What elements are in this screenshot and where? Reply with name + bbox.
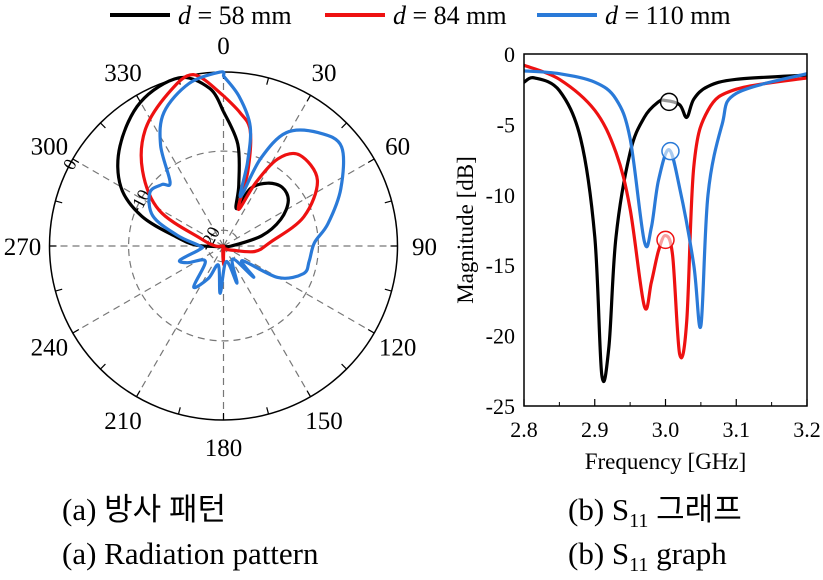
- legend-item-1: d = 84 mm: [325, 1, 507, 30]
- polar-spoke: [223, 158, 375, 247]
- legend-label: d = 58 mm: [178, 1, 292, 30]
- s11-marker-circle-0: [659, 92, 679, 112]
- polar-tick: [306, 390, 312, 397]
- polar-tick: [72, 158, 80, 164]
- legend: d = 58 mm d = 84 mm d = 110 mm: [110, 1, 731, 30]
- s11-y-tick-label: 0: [504, 42, 515, 67]
- polar-tick: [135, 390, 141, 397]
- polar-spoke: [223, 245, 375, 334]
- polar-tick: [384, 200, 392, 204]
- legend-label: d = 84 mm: [393, 1, 507, 30]
- s11-x-tick-label: 3.1: [723, 417, 751, 442]
- legend-item-2: d = 110 mm: [537, 1, 731, 30]
- polar-angle-label-0: 0: [217, 33, 230, 60]
- caption-b-english-sub: 11: [629, 554, 649, 577]
- legend-variable: d: [605, 1, 619, 30]
- polar-tick: [100, 363, 106, 370]
- polar-angle-label-30: 30: [312, 60, 337, 87]
- legend-label: d = 110 mm: [605, 1, 731, 30]
- caption-b-english-suffix: graph: [648, 536, 727, 571]
- s11-chart: 2.8 2.9 3.0 3.1 3.2 0 -5 -10 -15 -20 -25 Frequency …: [453, 42, 821, 474]
- caption-b-korean: (b) S11 그래프: [568, 484, 742, 533]
- polar-ring: [127, 150, 320, 342]
- polar-tick: [341, 363, 347, 370]
- polar-angle-label-180: 180: [205, 435, 243, 462]
- s11-x-axis-label: Frequency [GHz]: [585, 449, 747, 474]
- legend-value: = 58 mm: [191, 1, 292, 30]
- polar-angle-label-330: 330: [104, 60, 142, 87]
- s11-marker-circle-2: [656, 230, 675, 250]
- polar-tick: [135, 95, 141, 102]
- polar-spoke: [135, 245, 225, 397]
- polar-series-1: [139, 72, 320, 267]
- s11-y-tick-label: -5: [497, 112, 515, 137]
- s11-x-tick-label: 3.2: [793, 417, 821, 442]
- polar-angle-label-150: 150: [305, 408, 343, 435]
- polar-tick: [367, 158, 375, 164]
- polar-angle-label-120: 120: [379, 335, 417, 362]
- caption-a-korean: (a) 방사 패턴: [62, 492, 226, 527]
- polar-tick: [266, 407, 270, 415]
- legend-variable: d: [178, 1, 192, 30]
- s11-x-tick-label: 2.9: [581, 417, 609, 442]
- polar-tick: [266, 77, 270, 85]
- polar-tick: [367, 328, 375, 334]
- legend-value: = 84 mm: [406, 1, 507, 30]
- polar-tick: [72, 328, 80, 334]
- polar-radial-label: 0: [59, 156, 81, 173]
- polar-tick: [177, 407, 181, 415]
- polar-tick: [55, 288, 63, 292]
- s11-y-tick-label: -25: [486, 394, 515, 419]
- polar-tick: [55, 200, 63, 204]
- s11-series-0: [523, 73, 808, 384]
- polar-series-0: [116, 75, 290, 249]
- polar-tick: [100, 122, 106, 129]
- polar-series-2: [147, 70, 346, 295]
- caption-b-korean-prefix: (b) S: [568, 492, 630, 527]
- polar-angle-label-90: 90: [412, 234, 437, 261]
- legend-variable: d: [393, 1, 407, 30]
- polar-spoke: [222, 245, 312, 397]
- polar-tick: [306, 95, 312, 102]
- caption-b-english-prefix: (b) S: [568, 536, 630, 571]
- caption-b-korean-suffix: 그래프: [648, 492, 742, 527]
- s11-x-tick-label: 3.0: [652, 417, 680, 442]
- s11-marker-circle-1: [661, 141, 680, 161]
- polar-angle-label-300: 300: [31, 134, 69, 161]
- legend-item-0: d = 58 mm: [110, 1, 292, 30]
- caption-b-english: (b) S11 graph: [568, 536, 727, 577]
- s11-x-tick-label: 2.8: [510, 417, 538, 442]
- polar-angle-label-60: 60: [385, 134, 410, 161]
- polar-tick: [384, 288, 392, 292]
- polar-angle-label-270: 270: [4, 234, 42, 261]
- polar-tick: [341, 122, 347, 129]
- legend-value: = 110 mm: [618, 1, 731, 30]
- caption-b-korean-sub: 11: [629, 510, 649, 533]
- s11-y-tick-label: -10: [486, 183, 515, 208]
- s11-y-tick-label: -15: [486, 253, 515, 278]
- s11-y-tick-label: -20: [486, 324, 515, 349]
- polar-angle-label-240: 240: [31, 335, 69, 362]
- s11-y-axis-label: Magnitude [dB]: [453, 156, 478, 304]
- polar-angle-label-210: 210: [104, 408, 142, 435]
- caption-a-english: (a) Radiation pattern: [62, 536, 319, 571]
